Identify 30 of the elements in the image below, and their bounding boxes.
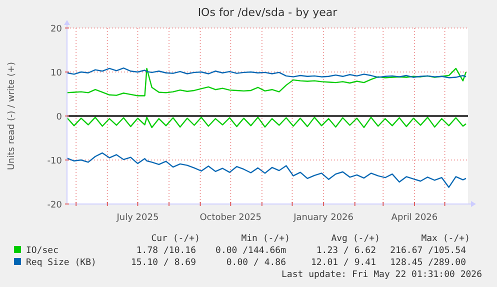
line-series bbox=[66, 68, 467, 96]
y-tick-label: 10 bbox=[50, 68, 62, 78]
x-tick-label: July 2025 bbox=[116, 213, 159, 223]
y-axis-title: Units read (-) / write (+) bbox=[7, 62, 17, 170]
x-tick-label: April 2026 bbox=[391, 213, 438, 223]
x-tick-label: January 2026 bbox=[292, 213, 354, 223]
text: 1.78 /10.16 bbox=[136, 246, 196, 256]
x-tick-label: October 2025 bbox=[200, 213, 262, 223]
text: 15.10 / 8.69 bbox=[130, 258, 196, 268]
text: Avg (-/+) bbox=[331, 234, 380, 244]
text: Min (-/+) bbox=[241, 234, 290, 244]
line-series bbox=[66, 116, 467, 128]
legend-label: IO/sec bbox=[26, 246, 59, 256]
text: Cur (-/+) bbox=[151, 234, 200, 244]
text: 12.01 / 9.41 bbox=[310, 258, 376, 268]
chart-title: IOs for /dev/sda - by year bbox=[198, 6, 338, 19]
y-tick-label: 20 bbox=[50, 24, 62, 34]
text: Last update: Fri May 22 01:31:00 2026 bbox=[282, 270, 482, 280]
text: 128.45 /289.00 bbox=[390, 258, 466, 268]
text: 0.00 /144.66m bbox=[216, 246, 286, 256]
legend-label: Req Size (KB) bbox=[26, 258, 96, 268]
line-series bbox=[66, 152, 467, 188]
text: 0.00 / 4.86 bbox=[226, 258, 286, 268]
line-series bbox=[66, 67, 467, 78]
y-tick-label: 0 bbox=[56, 112, 62, 122]
text: Max (-/+) bbox=[421, 234, 470, 244]
y-tick-label: -10 bbox=[47, 156, 62, 166]
text: 216.67 /105.54 bbox=[390, 246, 466, 256]
y-tick-label: -20 bbox=[47, 200, 62, 210]
text: 1.23 / 6.62 bbox=[316, 246, 376, 256]
